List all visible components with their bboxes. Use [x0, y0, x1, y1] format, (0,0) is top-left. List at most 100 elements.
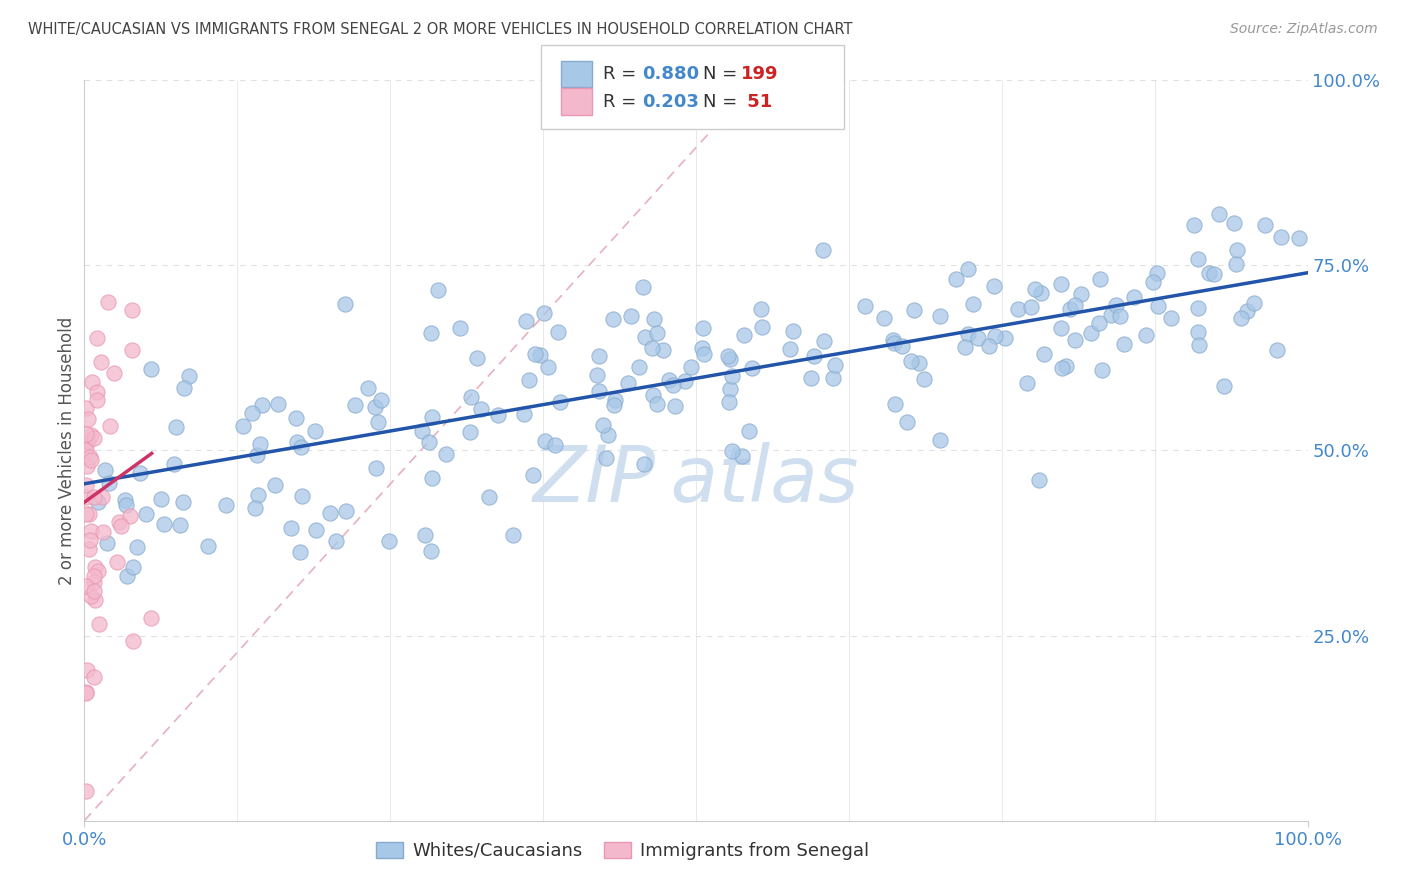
Point: [1080, 326, 1102, 340]
Point: [304, 424, 326, 438]
Point: [517, 373, 540, 387]
Point: [912, 372, 935, 386]
Point: [153, 517, 176, 532]
Point: [733, 327, 755, 342]
Point: [486, 408, 509, 422]
Point: [1188, 338, 1211, 352]
Point: [114, 493, 136, 508]
Text: R =: R =: [603, 93, 643, 111]
Point: [77, 541, 100, 556]
Point: [280, 521, 302, 535]
Point: [364, 461, 387, 475]
Point: [1147, 299, 1170, 313]
Point: [149, 492, 172, 507]
Point: [107, 515, 129, 529]
Point: [460, 425, 482, 439]
Point: [80, 375, 103, 389]
Point: [470, 401, 492, 416]
Point: [75, 579, 97, 593]
Point: [1243, 295, 1265, 310]
Point: [529, 348, 551, 362]
Point: [929, 433, 952, 447]
Point: [641, 388, 664, 402]
Point: [1288, 231, 1310, 245]
Point: [197, 539, 219, 553]
Legend: Whites/Caucasians, Immigrants from Senegal: Whites/Caucasians, Immigrants from Seneg…: [368, 834, 876, 867]
Point: [291, 489, 314, 503]
Point: [76, 412, 98, 426]
Point: [215, 498, 238, 512]
Text: 51: 51: [741, 93, 772, 111]
Point: [900, 353, 922, 368]
Point: [588, 384, 610, 398]
Point: [79, 450, 101, 464]
Point: [110, 519, 132, 533]
Point: [87, 564, 110, 578]
Point: [83, 583, 105, 598]
Point: [721, 444, 744, 458]
Point: [478, 490, 501, 504]
Point: [75, 684, 97, 698]
Point: [647, 326, 669, 341]
Point: [1254, 218, 1277, 232]
Point: [1123, 290, 1146, 304]
Point: [547, 325, 569, 339]
Point: [75, 477, 97, 491]
Point: [983, 278, 1005, 293]
Text: N =: N =: [703, 93, 742, 111]
Point: [603, 392, 626, 407]
Point: [460, 390, 482, 404]
Point: [1109, 309, 1132, 323]
Point: [77, 508, 100, 522]
Point: [716, 349, 738, 363]
Point: [1064, 333, 1087, 347]
Point: [84, 560, 107, 574]
Point: [693, 347, 716, 361]
Point: [240, 406, 263, 420]
Point: [121, 302, 143, 317]
Point: [592, 417, 614, 432]
Point: [76, 458, 98, 473]
Point: [730, 449, 752, 463]
Point: [325, 533, 347, 548]
Point: [128, 466, 150, 480]
Point: [945, 272, 967, 286]
Point: [370, 393, 392, 408]
Point: [821, 371, 844, 385]
Point: [1088, 272, 1111, 286]
Point: [908, 356, 931, 370]
Point: [75, 490, 97, 504]
Point: [103, 366, 125, 380]
Point: [782, 324, 804, 338]
Point: [1050, 361, 1073, 376]
Point: [883, 397, 905, 411]
Point: [249, 437, 271, 451]
Point: [928, 310, 950, 324]
Point: [172, 495, 194, 509]
Point: [853, 299, 876, 313]
Point: [252, 398, 274, 412]
Point: [285, 434, 308, 449]
Text: 0.203: 0.203: [643, 93, 699, 111]
Point: [246, 488, 269, 502]
Point: [1160, 311, 1182, 326]
Point: [127, 540, 149, 554]
Point: [984, 328, 1007, 343]
Point: [87, 495, 110, 509]
Point: [779, 342, 801, 356]
Point: [1088, 316, 1111, 330]
Text: R =: R =: [603, 65, 643, 83]
Point: [80, 453, 103, 467]
Text: WHITE/CAUCASIAN VS IMMIGRANTS FROM SENEGAL 2 OR MORE VEHICLES IN HOUSEHOLD CORRE: WHITE/CAUCASIAN VS IMMIGRANTS FROM SENEG…: [28, 22, 852, 37]
Point: [616, 376, 638, 390]
Point: [465, 351, 488, 365]
Point: [502, 528, 524, 542]
Point: [83, 431, 105, 445]
Point: [115, 569, 138, 583]
Point: [80, 589, 103, 603]
Point: [956, 327, 979, 342]
Point: [1213, 379, 1236, 393]
Point: [120, 509, 142, 524]
Point: [305, 523, 328, 537]
Point: [596, 427, 619, 442]
